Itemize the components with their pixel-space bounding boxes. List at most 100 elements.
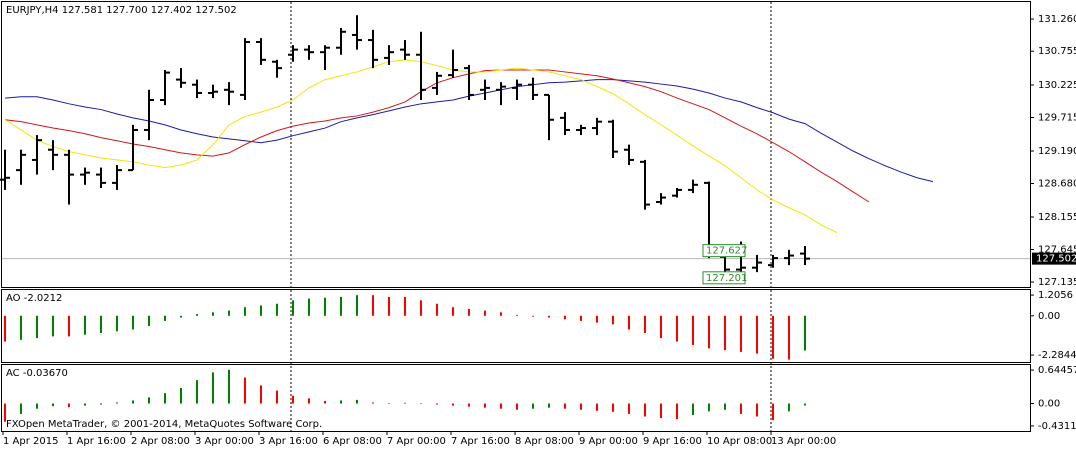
indicator-bar bbox=[228, 369, 230, 404]
indicator-bar bbox=[164, 315, 166, 321]
indicator-bar bbox=[100, 403, 102, 405]
indicator-bar bbox=[516, 403, 518, 410]
indicator-bar bbox=[788, 315, 790, 360]
indicator-bar bbox=[580, 315, 582, 321]
indicator-bar bbox=[612, 315, 614, 325]
indicator-bar bbox=[420, 300, 422, 316]
indicator-bar bbox=[692, 403, 694, 415]
indicator-bar bbox=[372, 402, 374, 404]
indicator-bar bbox=[372, 295, 374, 316]
indicator-bar bbox=[84, 315, 86, 335]
y-tick-label: 128.680 bbox=[1038, 179, 1076, 190]
indicator-bar bbox=[660, 403, 662, 419]
x-tick-label: 1 Apr 2015 bbox=[3, 436, 58, 447]
quote-low: 127.402 bbox=[151, 5, 192, 16]
indicator-bar bbox=[436, 403, 438, 405]
ac-name: AC bbox=[6, 368, 20, 379]
indicator-bar bbox=[740, 315, 742, 352]
indicator-bar bbox=[132, 315, 134, 330]
indicator-bar bbox=[20, 315, 22, 340]
symbol: EURJPY,H4 bbox=[6, 5, 59, 16]
indicator-bar bbox=[468, 403, 470, 407]
indicator-bar bbox=[740, 403, 742, 414]
y-tick-label: 130.755 bbox=[1038, 46, 1076, 57]
y-tick-label: 129.715 bbox=[1038, 113, 1076, 124]
price-label-box bbox=[702, 271, 746, 285]
indicator-bar bbox=[4, 403, 6, 422]
indicator-bar bbox=[580, 403, 582, 410]
indicator-bar bbox=[404, 296, 406, 316]
y-tick-label: -0.43118 bbox=[1038, 421, 1076, 432]
indicator-bar bbox=[228, 310, 230, 316]
indicator-bar bbox=[468, 308, 470, 316]
price-pane bbox=[1, 1, 1031, 288]
indicator-bar bbox=[708, 403, 710, 412]
last-price-label: 127.502 bbox=[1036, 254, 1076, 265]
indicator-bar bbox=[692, 315, 694, 345]
x-tick-label: 1 Apr 16:00 bbox=[67, 436, 126, 447]
indicator-bar bbox=[180, 387, 182, 404]
indicator-bar bbox=[644, 315, 646, 333]
ao-name: AO bbox=[6, 293, 21, 304]
indicator-bar bbox=[20, 403, 22, 414]
last-price-box bbox=[1032, 252, 1076, 265]
indicator-bar bbox=[132, 400, 134, 404]
indicator-bar bbox=[276, 390, 278, 404]
indicator-bar bbox=[516, 314, 518, 316]
indicator-bar bbox=[404, 402, 406, 404]
quote-high: 127.700 bbox=[106, 5, 147, 16]
indicator-bar bbox=[180, 315, 182, 318]
indicator-bar bbox=[532, 315, 534, 317]
x-tick-label: 9 Apr 00:00 bbox=[579, 436, 638, 447]
indicator-bar bbox=[484, 403, 486, 408]
indicator-bar bbox=[196, 380, 198, 404]
indicator-bar bbox=[484, 310, 486, 316]
y-tick-label: 129.190 bbox=[1038, 146, 1076, 157]
indicator-bar bbox=[36, 315, 38, 339]
indicator-bar bbox=[292, 395, 294, 404]
y-tick-label: 0.64457 bbox=[1038, 365, 1076, 376]
indicator-bar bbox=[244, 307, 246, 316]
indicator-bar bbox=[324, 400, 326, 404]
quote-open: 127.581 bbox=[62, 5, 103, 16]
y-tick-label: 127.135 bbox=[1038, 277, 1076, 288]
ao-header: AO -2.0212 bbox=[6, 293, 62, 304]
ao-pane bbox=[1, 289, 1031, 363]
indicator-bar bbox=[676, 315, 678, 342]
ac-pane bbox=[1, 364, 1031, 432]
indicator-bar bbox=[164, 393, 166, 404]
indicator-bar bbox=[532, 403, 534, 409]
indicator-bar bbox=[756, 315, 758, 354]
indicator-bar bbox=[116, 402, 118, 404]
ac-header: AC -0.03670 bbox=[6, 368, 68, 379]
ao-value: -2.0212 bbox=[24, 293, 63, 304]
indicator-bar bbox=[52, 403, 54, 407]
indicator-bar bbox=[500, 403, 502, 409]
y-tick-label: 128.155 bbox=[1038, 212, 1076, 223]
indicator-bar bbox=[356, 295, 358, 316]
quote-close: 127.502 bbox=[195, 5, 236, 16]
indicator-bar bbox=[68, 315, 70, 337]
indicator-bar bbox=[324, 297, 326, 316]
indicator-bar bbox=[260, 385, 262, 404]
indicator-bar bbox=[260, 305, 262, 316]
x-tick-label: 6 Apr 08:00 bbox=[323, 436, 382, 447]
indicator-bar bbox=[356, 399, 358, 404]
x-tick-label: 3 Apr 00:00 bbox=[195, 436, 254, 447]
y-tick-label: 1.2056 bbox=[1038, 290, 1073, 301]
indicator-bar bbox=[564, 403, 566, 409]
indicator-bar bbox=[308, 398, 310, 404]
indicator-bar bbox=[452, 403, 454, 406]
indicator-bar bbox=[596, 315, 598, 323]
x-tick-label: 2 Apr 08:00 bbox=[131, 436, 190, 447]
x-tick-label: 7 Apr 00:00 bbox=[387, 436, 446, 447]
indicator-bar bbox=[676, 403, 678, 420]
indicator-bar bbox=[548, 403, 550, 408]
indicator-bar bbox=[212, 372, 214, 404]
footer: FXOpen MetaTrader, © 2001-2014, MetaQuot… bbox=[6, 419, 322, 430]
y-tick-label: -2.2844 bbox=[1038, 350, 1076, 361]
indicator-bar bbox=[788, 403, 790, 412]
